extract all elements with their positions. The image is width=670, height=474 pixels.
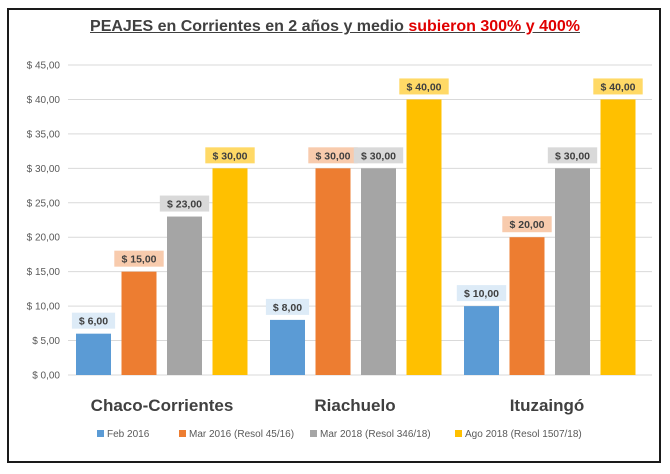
legend-swatch bbox=[97, 430, 104, 437]
chart-title-highlight: subieron 300% y 400% bbox=[408, 18, 580, 35]
bar bbox=[361, 168, 396, 375]
y-tick-label: $ 10,00 bbox=[27, 302, 61, 313]
bar bbox=[464, 306, 499, 375]
data-label-bg bbox=[308, 147, 358, 164]
legend-label: Mar 2018 (Resol 346/18) bbox=[320, 429, 431, 440]
bar bbox=[121, 271, 157, 375]
y-tick-label: $ 25,00 bbox=[27, 198, 61, 209]
bar bbox=[600, 99, 636, 375]
data-label: $ 40,00 bbox=[600, 81, 635, 93]
y-tick-label: $ 20,00 bbox=[27, 233, 61, 244]
data-label-bg bbox=[114, 250, 164, 267]
data-label: $ 30,00 bbox=[555, 150, 590, 162]
y-tick-label: $ 40,00 bbox=[27, 95, 61, 106]
legend-label: Mar 2016 (Resol 45/16) bbox=[189, 429, 294, 440]
legend-swatch bbox=[179, 430, 186, 437]
data-label: $ 20,00 bbox=[509, 219, 544, 231]
data-label: $ 40,00 bbox=[406, 81, 441, 93]
y-tick-label: $ 45,00 bbox=[27, 61, 61, 72]
data-label: $ 10,00 bbox=[464, 288, 499, 300]
bar bbox=[555, 168, 590, 375]
chart-title: PEAJES en Corrientes en 2 años y medio s… bbox=[0, 18, 670, 36]
data-label: $ 30,00 bbox=[315, 150, 350, 162]
data-label: $ 15,00 bbox=[121, 254, 156, 266]
y-tick-label: $ 15,00 bbox=[27, 267, 61, 278]
x-category-label: Riachuelo bbox=[314, 396, 395, 415]
legend-label: Ago 2018 (Resol 1507/18) bbox=[465, 429, 582, 440]
bar bbox=[270, 319, 305, 375]
data-label: $ 30,00 bbox=[212, 150, 247, 162]
legend-swatch bbox=[455, 430, 462, 437]
data-label-bg bbox=[502, 216, 552, 233]
data-label-bg bbox=[159, 195, 210, 212]
bar bbox=[212, 168, 248, 375]
x-category-label: Ituzaingó bbox=[510, 396, 585, 415]
data-label-bg bbox=[456, 285, 507, 302]
chart-title-main: PEAJES en Corrientes en 2 años y medio bbox=[90, 18, 409, 35]
bar bbox=[406, 99, 442, 375]
y-tick-label: $ 35,00 bbox=[27, 129, 61, 140]
data-label-bg bbox=[265, 298, 310, 315]
data-label-bg bbox=[353, 147, 404, 164]
data-label-bg bbox=[593, 78, 643, 95]
data-label: $ 6,00 bbox=[79, 316, 108, 328]
bar bbox=[167, 216, 202, 375]
legend-swatch bbox=[310, 430, 317, 437]
bar bbox=[509, 237, 545, 375]
x-category-label: Chaco-Corrientes bbox=[91, 396, 234, 415]
data-label-bg bbox=[71, 312, 116, 329]
y-tick-label: $ 0,00 bbox=[32, 371, 60, 382]
y-tick-label: $ 30,00 bbox=[27, 164, 61, 175]
bar bbox=[315, 168, 351, 375]
data-label: $ 8,00 bbox=[273, 302, 302, 314]
data-label-bg bbox=[547, 147, 598, 164]
data-label-bg bbox=[399, 78, 449, 95]
data-label-bg bbox=[205, 147, 255, 164]
data-label: $ 23,00 bbox=[167, 199, 202, 211]
bar bbox=[76, 333, 111, 375]
legend-label: Feb 2016 bbox=[107, 429, 150, 440]
data-label: $ 30,00 bbox=[361, 150, 396, 162]
y-tick-label: $ 5,00 bbox=[32, 336, 60, 347]
